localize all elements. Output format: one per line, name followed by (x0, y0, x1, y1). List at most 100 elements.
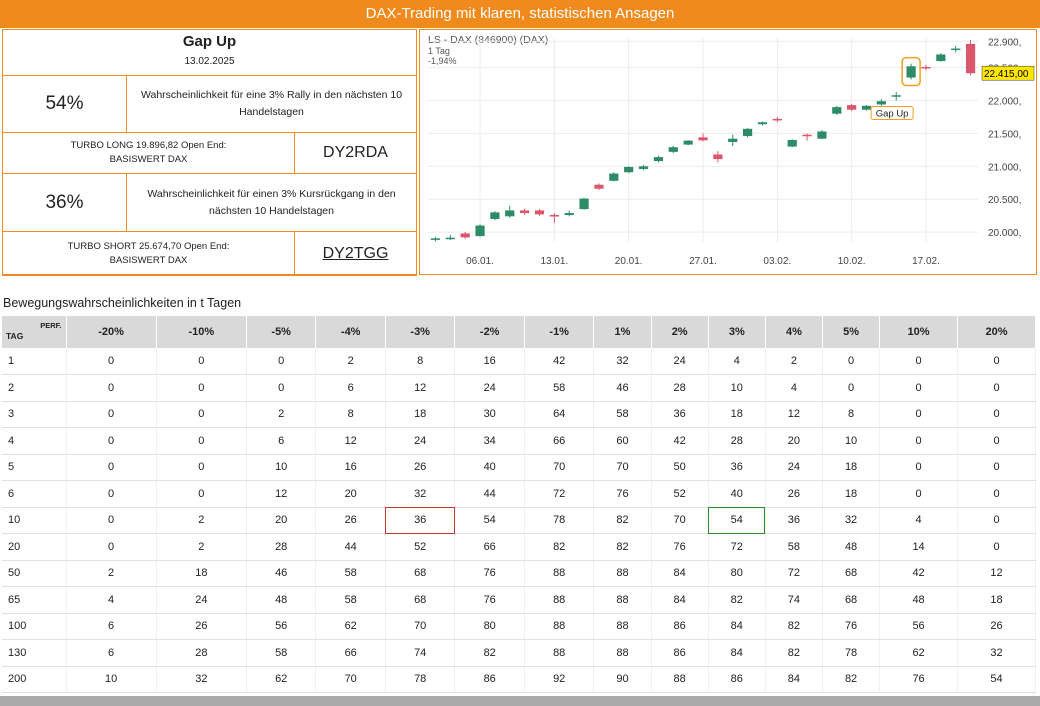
banner-title: DAX-Trading mit klaren, statistischen An… (0, 0, 1040, 28)
rally-pct-cell: 54% (2, 75, 127, 133)
table-cell: 8 (315, 401, 386, 428)
table-cell: 66 (454, 533, 525, 561)
table-cell: 0 (66, 454, 157, 481)
table-cell: 76 (454, 560, 525, 587)
table-cell: 58 (765, 533, 824, 561)
table-row: 65 4 24 48 58 68 76 88 88 84 82 74 68 48 18 (2, 586, 1036, 614)
table-row: 1 0 0 0 2 8 16 42 32 24 4 2 0 0 0 (2, 348, 1036, 375)
candle-body (534, 210, 545, 215)
table-cell: 0 (156, 480, 247, 508)
candle-body (728, 138, 738, 142)
table-cell: 0 (957, 533, 1036, 561)
candle-body (787, 140, 797, 147)
table-cell: 84 (651, 560, 709, 587)
table-cell: 0 (66, 348, 157, 375)
table-cell: 76 (454, 586, 525, 614)
row-tag: 6 (2, 480, 67, 508)
table-cell: 18 (385, 401, 456, 428)
rally-text: Wahrscheinlichkeit für eine 3% Rally in … (140, 89, 403, 118)
candle-body (460, 233, 470, 238)
table-cell: 18 (957, 586, 1036, 614)
short-code: DY2TGG (322, 244, 389, 262)
column-header: 5% (822, 316, 881, 348)
candle-body (847, 105, 857, 110)
table-cell: 0 (66, 480, 157, 508)
table-cell: 88 (593, 639, 652, 667)
table-cell: 78 (822, 639, 881, 667)
table-cell: 90 (593, 666, 652, 693)
title-cell: Gap Up 13.02.2025 (2, 29, 417, 76)
table-cell: 86 (651, 613, 709, 640)
table-cell: 2 (315, 348, 386, 375)
table-cell: 26 (385, 454, 456, 481)
table-cell: 68 (385, 560, 456, 587)
table-cell: 10 (246, 454, 317, 481)
table-cell: 46 (593, 374, 652, 402)
short-product: TURBO SHORT 25.674,70 Open End: BASISWER… (67, 240, 230, 266)
table-cell: 54 (708, 507, 766, 534)
table-row: 6 0 0 12 20 32 44 72 76 52 40 26 18 0 0 (2, 480, 1036, 508)
table-cell: 46 (246, 560, 317, 587)
table-cell: 84 (765, 666, 824, 693)
candle-body (653, 157, 664, 162)
candle-body (430, 238, 441, 240)
candle-body (742, 128, 753, 137)
table-cell: 6 (315, 374, 386, 402)
table-cell: 0 (957, 454, 1036, 481)
table-cell: 0 (66, 507, 157, 534)
table-cell: 82 (454, 639, 525, 667)
table-cell: 88 (524, 586, 595, 614)
candle-body (757, 122, 768, 125)
x-tick-label: 17.02. (912, 256, 940, 267)
table-cell: 48 (246, 586, 317, 614)
gap-up-label-box (870, 105, 914, 120)
x-tick-label: 27.01. (689, 256, 717, 267)
candle-body (490, 212, 500, 219)
perf-label: PERF. (40, 321, 62, 330)
table-cell: 58 (315, 560, 386, 587)
y-tick-label: 22.900, (988, 37, 1021, 48)
last-price-box (981, 65, 1035, 81)
row-tag: 2 (2, 374, 67, 402)
table-cell: 62 (879, 639, 958, 667)
table-cell: 0 (957, 374, 1036, 402)
candle-body (832, 107, 842, 114)
table-row: 100 6 26 56 62 70 80 88 88 86 84 82 76 56 26 (2, 613, 1036, 640)
table-cell: 32 (822, 507, 881, 534)
candle-body (609, 173, 619, 181)
table-cell: 52 (651, 480, 709, 508)
column-header: 3% (708, 316, 766, 348)
bottom-bar (0, 696, 1040, 706)
table-cell: 4 (879, 507, 958, 534)
table-cell: 88 (651, 666, 709, 693)
table-cell: 82 (708, 586, 766, 614)
table-cell: 6 (246, 427, 317, 455)
candle-body (802, 134, 812, 137)
candle-body (668, 147, 678, 152)
candle-body (817, 131, 827, 139)
table-cell: 8 (822, 401, 881, 428)
table-cell: 70 (593, 454, 652, 481)
table-cell: 42 (524, 348, 595, 375)
table-cell: 58 (315, 586, 386, 614)
table-cell: 70 (385, 613, 456, 640)
candle-body (579, 198, 589, 210)
table-cell: 28 (246, 533, 317, 561)
table-cell: 12 (957, 560, 1036, 587)
table-cell: 0 (246, 348, 317, 375)
table-cell: 32 (957, 639, 1036, 667)
table-cell: 68 (822, 586, 881, 614)
table-cell: 72 (765, 560, 824, 587)
candle-body (445, 237, 455, 240)
table-cell: 76 (822, 613, 881, 640)
table-cell: 28 (156, 639, 247, 667)
table-cell: 32 (156, 666, 247, 693)
table-row: 5 0 0 10 16 26 40 70 70 50 36 24 18 0 0 (2, 454, 1036, 481)
table-row: 3 0 0 2 8 18 30 64 58 36 18 12 8 0 0 (2, 401, 1036, 428)
table-cell: 12 (315, 427, 386, 455)
table-cell: 24 (765, 454, 824, 481)
table-section-label: Bewegungswahrscheinlichkeiten in t Tagen (3, 296, 242, 310)
table-cell: 20 (315, 480, 386, 508)
table-cell: 42 (651, 427, 709, 455)
tag-label: TAG (6, 331, 24, 341)
